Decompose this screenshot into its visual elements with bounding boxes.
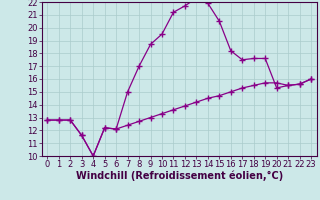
- X-axis label: Windchill (Refroidissement éolien,°C): Windchill (Refroidissement éolien,°C): [76, 171, 283, 181]
